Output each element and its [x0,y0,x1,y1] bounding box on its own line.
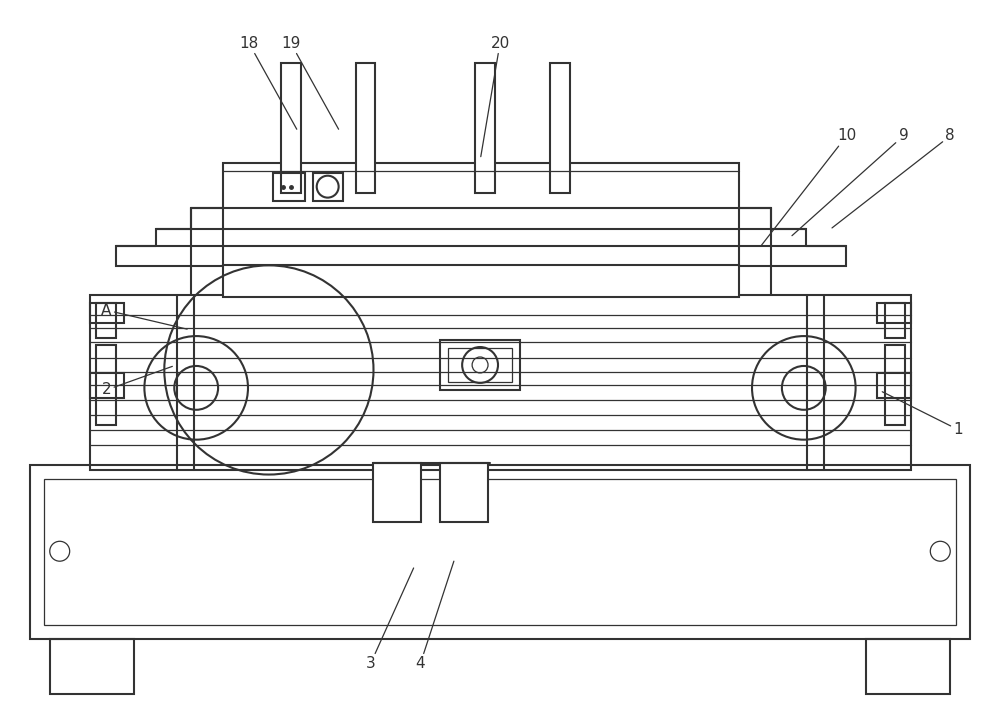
Text: 4: 4 [415,561,454,672]
Bar [223,265,739,297]
Text: 1: 1 [882,391,963,437]
Text: 20: 20 [481,36,510,157]
Bar [550,63,570,193]
Bar [30,465,970,639]
Text: A: A [101,303,187,329]
Bar [356,63,375,193]
Text: 18: 18 [239,36,297,129]
Bar [440,340,520,390]
Bar [156,228,806,250]
Bar [281,63,301,193]
Bar [96,345,116,425]
Text: 2: 2 [102,366,172,397]
Bar [90,295,911,470]
Bar [44,478,956,625]
Bar [273,173,305,200]
Text: 8: 8 [832,128,955,228]
Bar [313,173,343,200]
Bar [116,247,846,267]
Bar [50,639,134,694]
Bar [877,373,911,398]
Bar [885,303,905,338]
Bar [90,303,124,323]
Bar [448,348,512,382]
Bar [866,639,950,694]
Text: 9: 9 [792,128,908,236]
Bar [885,345,905,425]
Bar [90,373,124,398]
Bar [440,463,488,523]
Text: 3: 3 [366,568,414,672]
Bar [96,303,116,338]
Bar [191,207,771,232]
Text: 10: 10 [762,128,856,245]
Bar [223,163,739,210]
Text: 19: 19 [281,36,339,129]
Bar [475,63,495,193]
Bar [877,303,911,323]
Bar [373,463,421,523]
